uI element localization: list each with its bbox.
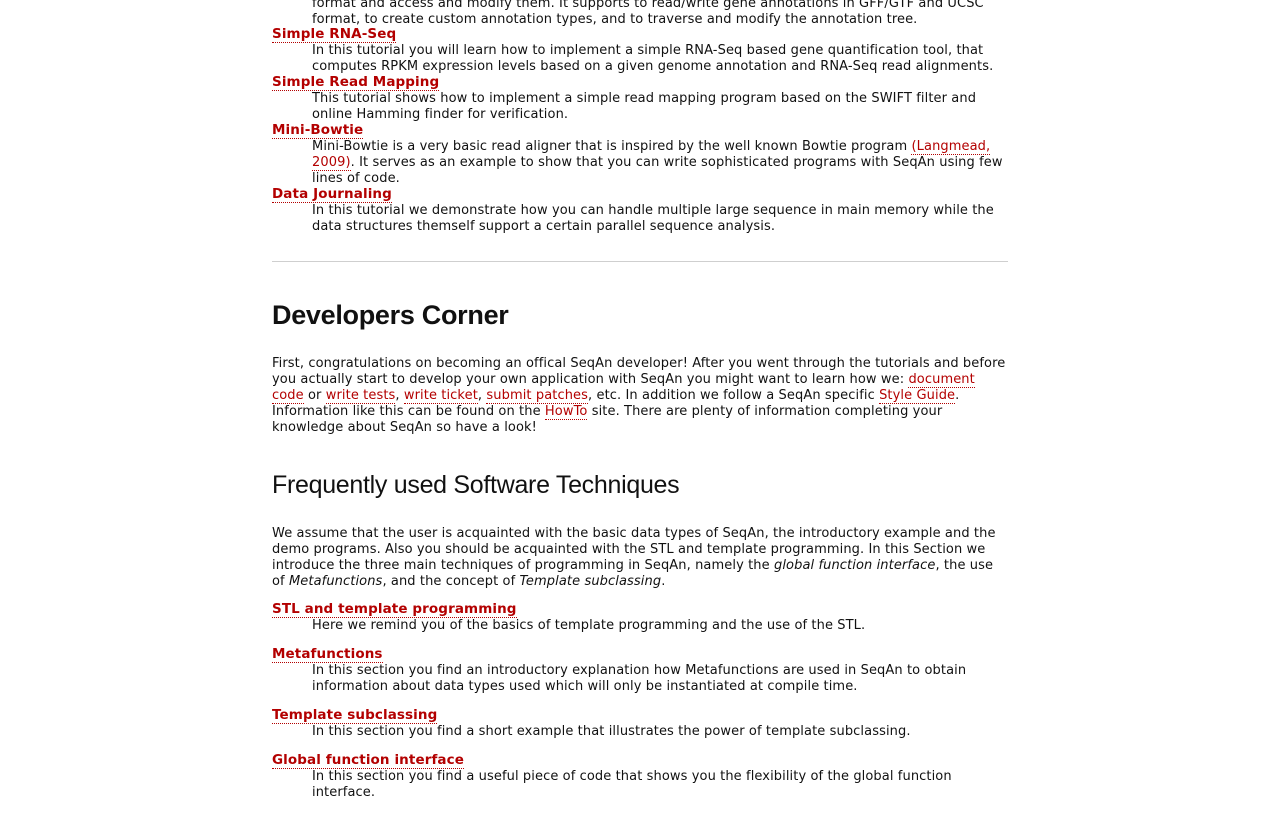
dev-text-comma-1: , [395, 388, 404, 403]
technique-desc-template-subclassing: In this section you find a short example… [312, 724, 911, 739]
technique-desc-stl: Here we remind you of the basics of temp… [312, 618, 866, 633]
technique-item-global-function-interface: Global function interface In this sectio… [272, 753, 1008, 801]
tutorial-item-simple-rna-seq: Simple RNA-Seq In this tutorial you will… [272, 27, 1008, 75]
mini-bowtie-desc-part-2: . It serves as an example to show that y… [312, 155, 1003, 186]
link-howto[interactable]: HowTo [544, 404, 588, 420]
dev-text-or: or [303, 388, 326, 403]
dev-text-comma-2: , [477, 388, 487, 403]
tutorial-desc-simple-rna-seq: In this tutorial you will learn how to i… [312, 43, 994, 74]
developers-corner-paragraph: First, congratulations on becoming an of… [272, 356, 1008, 436]
link-style-guide[interactable]: Style Guide [879, 388, 956, 404]
tutorial-item-mini-bowtie: Mini-Bowtie Mini-Bowtie is a very basic … [272, 123, 1008, 187]
tutorial-item-simple-read-mapping: Simple Read Mapping This tutorial shows … [272, 75, 1008, 123]
tutorial-link-simple-rna-seq[interactable]: Simple RNA-Seq [272, 26, 397, 43]
tutorial-link-data-journaling[interactable]: Data Journaling [272, 186, 392, 203]
tech-em-metafunctions: Metafunctions [288, 574, 383, 589]
section-divider [272, 261, 1008, 262]
dev-text-3: . Information like this can be found on … [272, 388, 960, 419]
link-document-code[interactable]: document code [272, 372, 975, 404]
tutorial-link-mini-bowtie[interactable]: Mini-Bowtie [272, 122, 364, 139]
citation-langmead-link[interactable]: (Langmead, 2009) [312, 139, 991, 171]
techniques-intro-paragraph: We assume that the user is acquainted wi… [272, 526, 1008, 590]
tech-text-2: , the use of [272, 558, 994, 589]
techniques-heading: Frequently used Software Techniques [272, 471, 680, 499]
tutorial-link-simple-read-mapping[interactable]: Simple Read Mapping [272, 74, 440, 91]
dev-text-1: First, congratulations on becoming an of… [272, 356, 1006, 387]
dev-text-2: , etc. In addition we follow a SeqAn spe… [588, 388, 880, 403]
technique-desc-metafunctions: In this section you find an introductory… [312, 663, 967, 694]
link-submit-patches[interactable]: submit patches [486, 388, 589, 404]
tech-text-4: . [661, 574, 666, 589]
developers-corner-heading: Developers Corner [272, 300, 509, 330]
tech-em-global-function-interface: global function interface [773, 558, 936, 573]
technique-item-metafunctions: Metafunctions In this section you find a… [272, 647, 1008, 695]
dev-text-4: site. There are plenty of information co… [272, 404, 943, 435]
technique-link-global-function-interface[interactable]: Global function interface [272, 752, 464, 769]
tutorial-desc-data-journaling: In this tutorial we demonstrate how you … [312, 203, 994, 234]
tech-text-3: , and the concept of [382, 574, 520, 589]
previous-item-desc-line-2: format, to create custom annotation type… [312, 12, 918, 27]
technique-link-template-subclassing[interactable]: Template subclassing [272, 707, 438, 724]
tutorial-desc-simple-read-mapping: This tutorial shows how to implement a s… [312, 91, 977, 122]
technique-desc-global-function-interface: In this section you find a useful piece … [312, 769, 952, 800]
previous-item-description: format and access and modify them. It su… [272, 0, 1008, 28]
tech-text-1: We assume that the user is acquainted wi… [272, 526, 996, 573]
technique-link-stl-template-programming[interactable]: STL and template programming [272, 601, 517, 618]
technique-link-metafunctions[interactable]: Metafunctions [272, 646, 383, 663]
technique-item-stl: STL and template programming Here we rem… [272, 602, 1008, 634]
link-write-tests[interactable]: write tests [325, 388, 396, 404]
mini-bowtie-desc-part-1: Mini-Bowtie is a very basic read aligner… [312, 139, 912, 154]
link-write-ticket[interactable]: write ticket [403, 388, 478, 404]
technique-item-template-subclassing: Template subclassing In this section you… [272, 708, 1008, 740]
tutorial-item-data-journaling: Data Journaling In this tutorial we demo… [272, 187, 1008, 235]
tech-em-template-subclassing: Template subclassing [519, 574, 662, 589]
tutorial-desc-mini-bowtie: Mini-Bowtie is a very basic read aligner… [312, 139, 1008, 187]
previous-item-desc-line-1: format and access and modify them. It su… [312, 0, 984, 11]
